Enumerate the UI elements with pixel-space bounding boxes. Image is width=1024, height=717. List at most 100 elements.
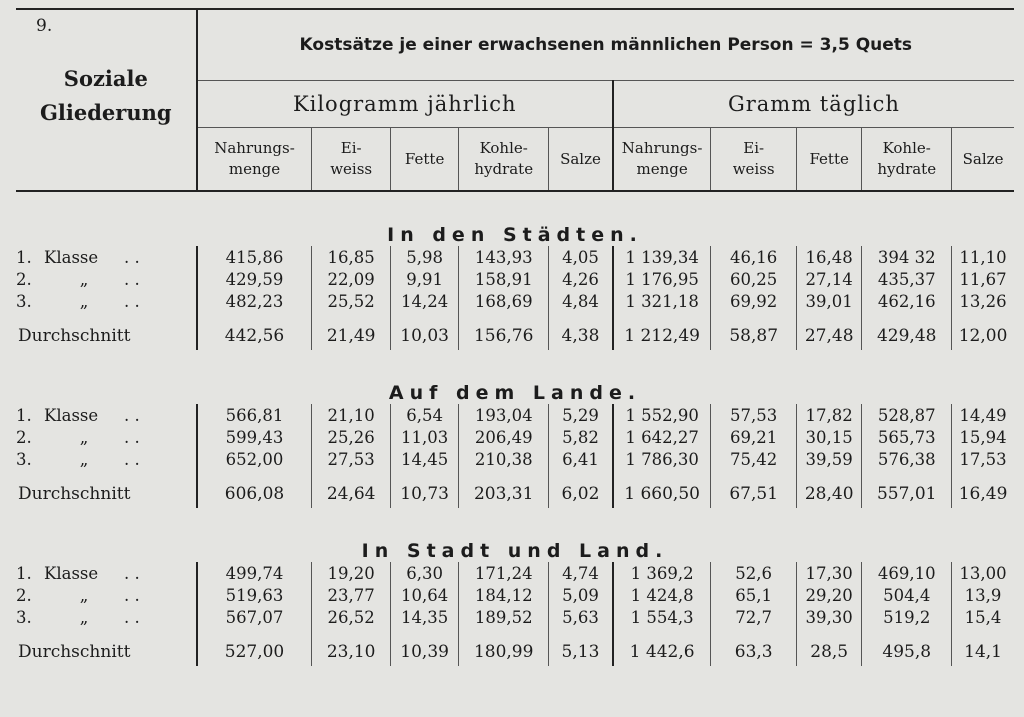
table-cell: 6,30 [390,562,460,584]
table-number: 9. [36,16,53,36]
table-cell: 14,24 [390,290,460,312]
row-dots: . . [124,585,140,605]
table-cell: 23,77 [311,584,391,606]
row-dots: . . [124,405,140,425]
table-cell: 4,38 [548,322,614,350]
table-cell: 1 786,30 [612,448,712,470]
kilogram-yearly-header: Kilogramm jährlich [196,80,614,128]
row-number: 3. [16,607,32,627]
table-cell: 527,00 [196,638,313,666]
table-row: 3. „ . . 567,07 26,52 14,35 189,52 5,63 1 554,3 7… [16,606,1014,628]
gram-daily-header: Gramm täglich [612,80,1014,128]
table-cell: 652,00 [196,448,313,470]
table-cell: 57,53 [710,404,798,426]
table-cell: 60,25 [710,268,798,290]
table-cell: 12,00 [958,326,1008,346]
table-cell: 10,03 [390,322,460,350]
table-cell: 39,59 [796,448,863,470]
table-cell: 10,73 [390,480,460,508]
row-class: „ [79,449,89,469]
table-cell: 9,91 [390,268,460,290]
row-label: 3. „ . . [16,290,198,312]
row-number: 2. [16,269,32,289]
table-cell: 4,05 [548,246,614,268]
row-number: 1. [16,405,32,425]
table-cell: 19,20 [311,562,391,584]
table-cell: 156,76 [458,322,550,350]
table-cell: 14,49 [959,405,1007,425]
table-cell: 23,10 [311,638,391,666]
table-cell: 5,63 [548,606,614,628]
table-cell: 21,49 [311,322,391,350]
table-cell: 168,69 [458,290,550,312]
table-cell: 184,12 [458,584,550,606]
table-cell: 1 369,2 [612,562,712,584]
row-number: 1. [16,247,32,267]
col-g-kohlehydrate: Kohle-hydrate [861,127,953,192]
nutrition-table: 9. Soziale Gliederung Kostsätze je einer… [16,8,1014,666]
table-cell: 10,64 [390,584,460,606]
table-cell: 22,09 [311,268,391,290]
table-cell: 1 642,27 [612,426,712,448]
section-title: In den Städten. [387,224,643,246]
row-dots: . . [124,449,140,469]
table-row: 3. „ . . 482,23 25,52 14,24 168,69 4,84 1 321,18… [16,290,1014,312]
table-row: 2. „ . . 429,59 22,09 9,91 158,91 4,26 1 176,95 6… [16,268,1014,290]
table-cell: 171,24 [458,562,550,584]
table-cell: 6,41 [548,448,614,470]
row-class: „ [79,291,89,311]
table-cell: 599,43 [196,426,313,448]
col-g-salze: Salze [951,127,1014,192]
table-cell: 566,81 [196,404,313,426]
row-dots: . . [124,563,140,583]
table-cell: 499,74 [196,562,313,584]
column-headers: Nahrungs-menge Ei-weiss Fette Kohle-hydr… [16,127,1014,192]
col-g-eiweiss: Ei-weiss [710,127,798,192]
table-cell: 52,6 [710,562,798,584]
table-cell: 13,00 [959,563,1007,583]
table-cell: 482,23 [196,290,313,312]
table-cell: 469,10 [861,562,953,584]
row-number: 3. [16,291,32,311]
table-cell: 14,45 [390,448,460,470]
table-cell: 1 424,8 [612,584,712,606]
table-cell: 1 139,34 [612,246,712,268]
row-label: 3. „ . . [16,448,198,470]
average-label: Durchschnitt [16,322,198,350]
row-label: 1. Klasse . . [16,404,198,426]
table-cell: 210,38 [458,448,550,470]
table-cell: 10,39 [390,638,460,666]
row-class: „ [79,269,89,289]
row-class: Klasse [44,247,99,267]
table-body: In den Städten. 1. Klasse . . 415,86 16,85 5,9… [16,191,1014,666]
table-cell: 16,48 [796,246,863,268]
table-cell: 1 442,6 [612,638,712,666]
table-cell: 567,07 [196,606,313,628]
row-number: 2. [16,427,32,447]
table-cell: 394 32 [861,246,953,268]
table-cell: 16,85 [311,246,391,268]
table-cell: 29,20 [796,584,863,606]
table-cell: 495,8 [861,638,953,666]
table-row: 1. Klasse . . 499,74 19,20 6,30 171,24 4,74 1 36… [16,562,1014,584]
table-cell: 28,5 [796,638,863,666]
table-cell: 24,64 [311,480,391,508]
table-cell: 14,35 [390,606,460,628]
table-cell: 5,09 [548,584,614,606]
row-number: 3. [16,449,32,469]
table-cell: 519,63 [196,584,313,606]
table-cell: 189,52 [458,606,550,628]
table-cell: 4,26 [548,268,614,290]
social-title-line1: Soziale [63,66,148,91]
table-cell: 158,91 [458,268,550,290]
table-cell: 11,10 [959,247,1007,267]
table-cell: 75,42 [710,448,798,470]
table-cell: 180,99 [458,638,550,666]
section-title: In Stadt und Land. [361,540,669,562]
table-cell: 72,7 [710,606,798,628]
table-cell: 5,29 [548,404,614,426]
social-structure-header: 9. Soziale Gliederung [16,8,198,192]
table-cell: 519,2 [861,606,953,628]
table-cell: 11,67 [959,269,1007,289]
